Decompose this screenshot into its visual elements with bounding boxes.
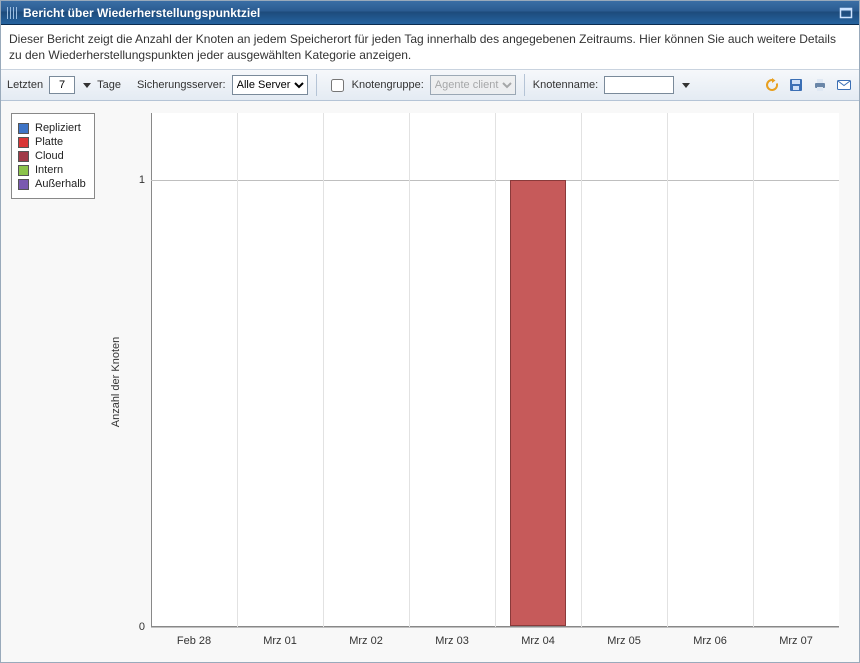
legend-swatch (18, 123, 29, 134)
toolbar-separator (524, 74, 525, 96)
backupserver-select[interactable]: Alle Server (232, 75, 308, 95)
email-icon[interactable] (835, 76, 853, 94)
nodegroup-checkbox[interactable] (331, 79, 344, 92)
gridline-vertical (753, 113, 754, 627)
gridline-horizontal (151, 627, 839, 628)
nodename-input[interactable] (604, 76, 674, 94)
x-tick-label: Mrz 01 (263, 627, 297, 647)
last-label: Letzten (7, 79, 43, 91)
x-tick-label: Mrz 07 (779, 627, 813, 647)
gridline-vertical (409, 113, 410, 627)
nodegroup-label: Knotengruppe: (352, 79, 424, 91)
chart-legend: Repliziert Platte Cloud Intern Außerhalb (11, 113, 95, 199)
x-tick-label: Mrz 05 (607, 627, 641, 647)
legend-label: Repliziert (35, 122, 81, 134)
chart-bar[interactable] (510, 180, 566, 626)
gridline-vertical (581, 113, 582, 627)
chart-area: Repliziert Platte Cloud Intern Außerhalb Anz… (1, 101, 859, 662)
legend-item[interactable]: Platte (18, 136, 86, 148)
days-input[interactable] (49, 76, 75, 94)
gridline-vertical (323, 113, 324, 627)
gridline-vertical (495, 113, 496, 627)
nodegroup-select: Agente client (430, 75, 516, 95)
y-tick-label: 0 (139, 621, 151, 633)
window-title: Bericht über Wiederherstellungspunktziel (23, 6, 835, 20)
titlebar-grip (7, 7, 17, 19)
legend-item[interactable]: Außerhalb (18, 178, 86, 190)
y-tick-label: 1 (139, 174, 151, 186)
print-icon[interactable] (811, 76, 829, 94)
titlebar: Bericht über Wiederherstellungspunktziel (1, 1, 859, 25)
report-description: Dieser Bericht zeigt die Anzahl der Knot… (1, 25, 859, 70)
legend-swatch (18, 179, 29, 190)
x-tick-label: Mrz 03 (435, 627, 469, 647)
legend-item[interactable]: Repliziert (18, 122, 86, 134)
toolbar-separator (316, 74, 317, 96)
y-axis-line (151, 113, 152, 627)
legend-swatch (18, 165, 29, 176)
refresh-icon[interactable] (763, 76, 781, 94)
x-tick-label: Mrz 04 (521, 627, 555, 647)
legend-item[interactable]: Cloud (18, 150, 86, 162)
maximize-icon[interactable] (839, 6, 853, 20)
legend-label: Außerhalb (35, 178, 86, 190)
gridline-vertical (667, 113, 668, 627)
days-unit-label: Tage (97, 79, 121, 91)
legend-label: Platte (35, 136, 63, 148)
legend-label: Intern (35, 164, 63, 176)
x-tick-label: Feb 28 (177, 627, 211, 647)
x-tick-label: Mrz 02 (349, 627, 383, 647)
days-dropdown-icon[interactable] (83, 83, 91, 88)
gridline-vertical (237, 113, 238, 627)
save-icon[interactable] (787, 76, 805, 94)
nodename-dropdown-icon[interactable] (682, 83, 690, 88)
chart-plot: 01Feb 28Mrz 01Mrz 02Mrz 03Mrz 04Mrz 05Mr… (151, 113, 839, 627)
legend-swatch (18, 151, 29, 162)
nodename-label: Knotenname: (533, 79, 598, 91)
legend-item[interactable]: Intern (18, 164, 86, 176)
toolbar: Letzten Tage Sicherungsserver: Alle Serv… (1, 70, 859, 101)
legend-swatch (18, 137, 29, 148)
x-tick-label: Mrz 06 (693, 627, 727, 647)
backupserver-label: Sicherungsserver: (137, 79, 226, 91)
legend-label: Cloud (35, 150, 64, 162)
y-axis-label: Anzahl der Knoten (110, 336, 122, 427)
